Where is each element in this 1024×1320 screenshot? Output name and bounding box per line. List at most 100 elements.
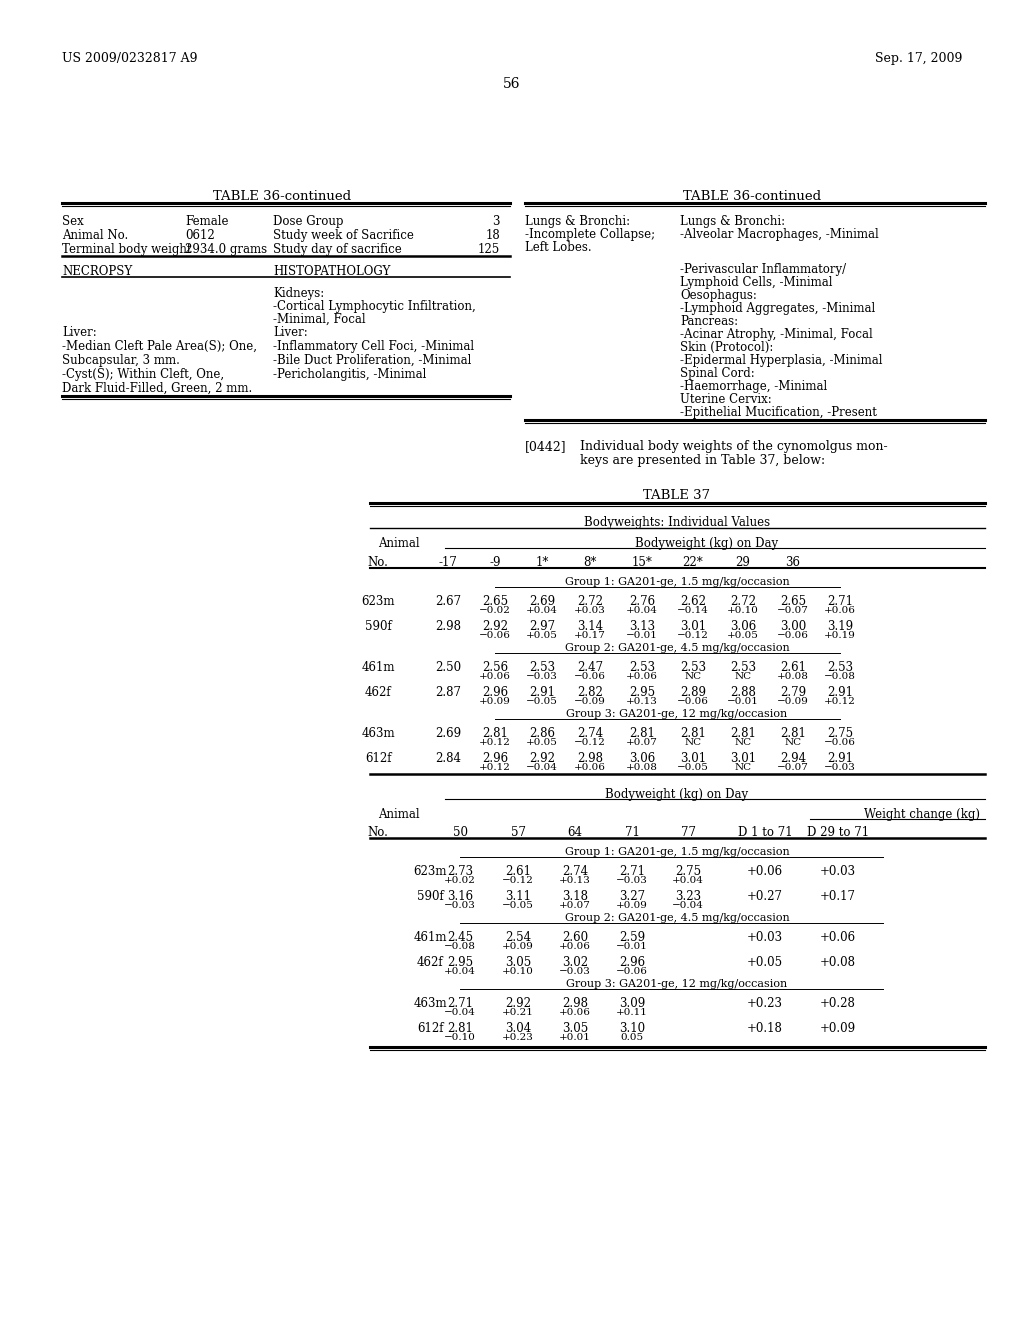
Text: +0.03: +0.03 (746, 931, 783, 944)
Text: Uterine Cervix:: Uterine Cervix: (680, 393, 772, 407)
Text: +0.21: +0.21 (502, 1008, 534, 1016)
Text: +0.27: +0.27 (746, 890, 783, 903)
Text: -Acinar Atrophy, -Minimal, Focal: -Acinar Atrophy, -Minimal, Focal (680, 327, 872, 341)
Text: Study day of sacrifice: Study day of sacrifice (273, 243, 401, 256)
Text: Pancreas:: Pancreas: (680, 315, 738, 327)
Text: 612f: 612f (417, 1022, 443, 1035)
Text: Bodyweight (kg) on Day: Bodyweight (kg) on Day (605, 788, 749, 801)
Text: 2.81: 2.81 (629, 727, 655, 741)
Text: Animal: Animal (378, 808, 420, 821)
Text: 2.65: 2.65 (482, 595, 508, 609)
Text: +0.06: +0.06 (479, 672, 511, 681)
Text: 2.96: 2.96 (482, 686, 508, 700)
Text: 18: 18 (485, 228, 500, 242)
Text: 77: 77 (681, 826, 695, 840)
Text: 612f: 612f (365, 752, 391, 766)
Text: Group 1: GA201-ge, 1.5 mg/kg/occasion: Group 1: GA201-ge, 1.5 mg/kg/occasion (564, 577, 790, 587)
Text: TABLE 37: TABLE 37 (643, 488, 711, 502)
Text: −0.12: −0.12 (574, 738, 606, 747)
Text: Animal: Animal (378, 537, 420, 550)
Text: 2.59: 2.59 (618, 931, 645, 944)
Text: −0.03: −0.03 (824, 763, 856, 772)
Text: -Perivascular Inflammatory/: -Perivascular Inflammatory/ (680, 263, 846, 276)
Text: 2.62: 2.62 (680, 595, 706, 609)
Text: +0.08: +0.08 (820, 956, 856, 969)
Text: 0.05: 0.05 (621, 1034, 643, 1041)
Text: 57: 57 (511, 826, 525, 840)
Text: Liver:: Liver: (273, 326, 308, 339)
Text: 2.67: 2.67 (435, 595, 461, 609)
Text: -Inflammatory Cell Foci, -Minimal: -Inflammatory Cell Foci, -Minimal (273, 341, 474, 352)
Text: 3.06: 3.06 (730, 620, 756, 634)
Text: 461m: 461m (361, 661, 394, 675)
Text: 462f: 462f (417, 956, 443, 969)
Text: 2.72: 2.72 (577, 595, 603, 609)
Text: +0.06: +0.06 (824, 606, 856, 615)
Text: +0.09: +0.09 (616, 902, 648, 909)
Text: 3.06: 3.06 (629, 752, 655, 766)
Text: HISTOPATHOLOGY: HISTOPATHOLOGY (273, 265, 390, 279)
Text: 2.91: 2.91 (827, 752, 853, 766)
Text: +0.08: +0.08 (777, 672, 809, 681)
Text: +0.05: +0.05 (746, 956, 783, 969)
Text: 3.11: 3.11 (505, 890, 531, 903)
Text: −0.05: −0.05 (502, 902, 534, 909)
Text: Left Lobes.: Left Lobes. (525, 242, 592, 253)
Text: Lungs & Bronchi:: Lungs & Bronchi: (525, 215, 630, 228)
Text: Group 1: GA201-ge, 1.5 mg/kg/occasion: Group 1: GA201-ge, 1.5 mg/kg/occasion (564, 847, 790, 857)
Text: −0.12: −0.12 (502, 876, 534, 884)
Text: 2.65: 2.65 (780, 595, 806, 609)
Text: 36: 36 (785, 556, 801, 569)
Text: −0.10: −0.10 (444, 1034, 476, 1041)
Text: +0.13: +0.13 (559, 876, 591, 884)
Text: 3.14: 3.14 (577, 620, 603, 634)
Text: 2.73: 2.73 (446, 865, 473, 878)
Text: −0.07: −0.07 (777, 763, 809, 772)
Text: −0.08: −0.08 (824, 672, 856, 681)
Text: No.: No. (368, 556, 388, 569)
Text: −0.14: −0.14 (677, 606, 709, 615)
Text: +0.07: +0.07 (559, 902, 591, 909)
Text: TABLE 36-continued: TABLE 36-continued (213, 190, 351, 203)
Text: 3.01: 3.01 (730, 752, 756, 766)
Text: 2.69: 2.69 (435, 727, 461, 741)
Text: +0.19: +0.19 (824, 631, 856, 640)
Text: −0.03: −0.03 (559, 968, 591, 975)
Text: −0.08: −0.08 (444, 942, 476, 950)
Text: D 29 to 71: D 29 to 71 (807, 826, 869, 840)
Text: 3.01: 3.01 (680, 620, 707, 634)
Text: -Cyst(S); Within Cleft, One,: -Cyst(S); Within Cleft, One, (62, 368, 224, 381)
Text: 2.98: 2.98 (577, 752, 603, 766)
Text: −0.09: −0.09 (574, 697, 606, 706)
Text: 2.84: 2.84 (435, 752, 461, 766)
Text: +0.03: +0.03 (820, 865, 856, 878)
Text: Lungs & Bronchi:: Lungs & Bronchi: (680, 215, 785, 228)
Text: 3.02: 3.02 (562, 956, 588, 969)
Text: 8*: 8* (584, 556, 597, 569)
Text: 22*: 22* (683, 556, 703, 569)
Text: 2.92: 2.92 (529, 752, 555, 766)
Text: 463m: 463m (361, 727, 395, 741)
Text: 3: 3 (493, 215, 500, 228)
Text: 2.50: 2.50 (435, 661, 461, 675)
Text: Sex: Sex (62, 215, 84, 228)
Text: 2.60: 2.60 (562, 931, 588, 944)
Text: 2.53: 2.53 (680, 661, 707, 675)
Text: 2.87: 2.87 (435, 686, 461, 700)
Text: 623m: 623m (414, 865, 446, 878)
Text: US 2009/0232817 A9: US 2009/0232817 A9 (62, 51, 198, 65)
Text: Bodyweight (kg) on Day: Bodyweight (kg) on Day (636, 537, 778, 550)
Text: −0.03: −0.03 (444, 902, 476, 909)
Text: 0612: 0612 (185, 228, 215, 242)
Text: +0.11: +0.11 (616, 1008, 648, 1016)
Text: -Epithelial Mucification, -Present: -Epithelial Mucification, -Present (680, 407, 877, 418)
Text: −0.01: −0.01 (626, 631, 658, 640)
Text: −0.05: −0.05 (526, 697, 558, 706)
Text: 3.16: 3.16 (446, 890, 473, 903)
Text: 2.81: 2.81 (780, 727, 806, 741)
Text: Dose Group: Dose Group (273, 215, 343, 228)
Text: +0.07: +0.07 (626, 738, 658, 747)
Text: 2.92: 2.92 (482, 620, 508, 634)
Text: 64: 64 (567, 826, 583, 840)
Text: 50: 50 (453, 826, 468, 840)
